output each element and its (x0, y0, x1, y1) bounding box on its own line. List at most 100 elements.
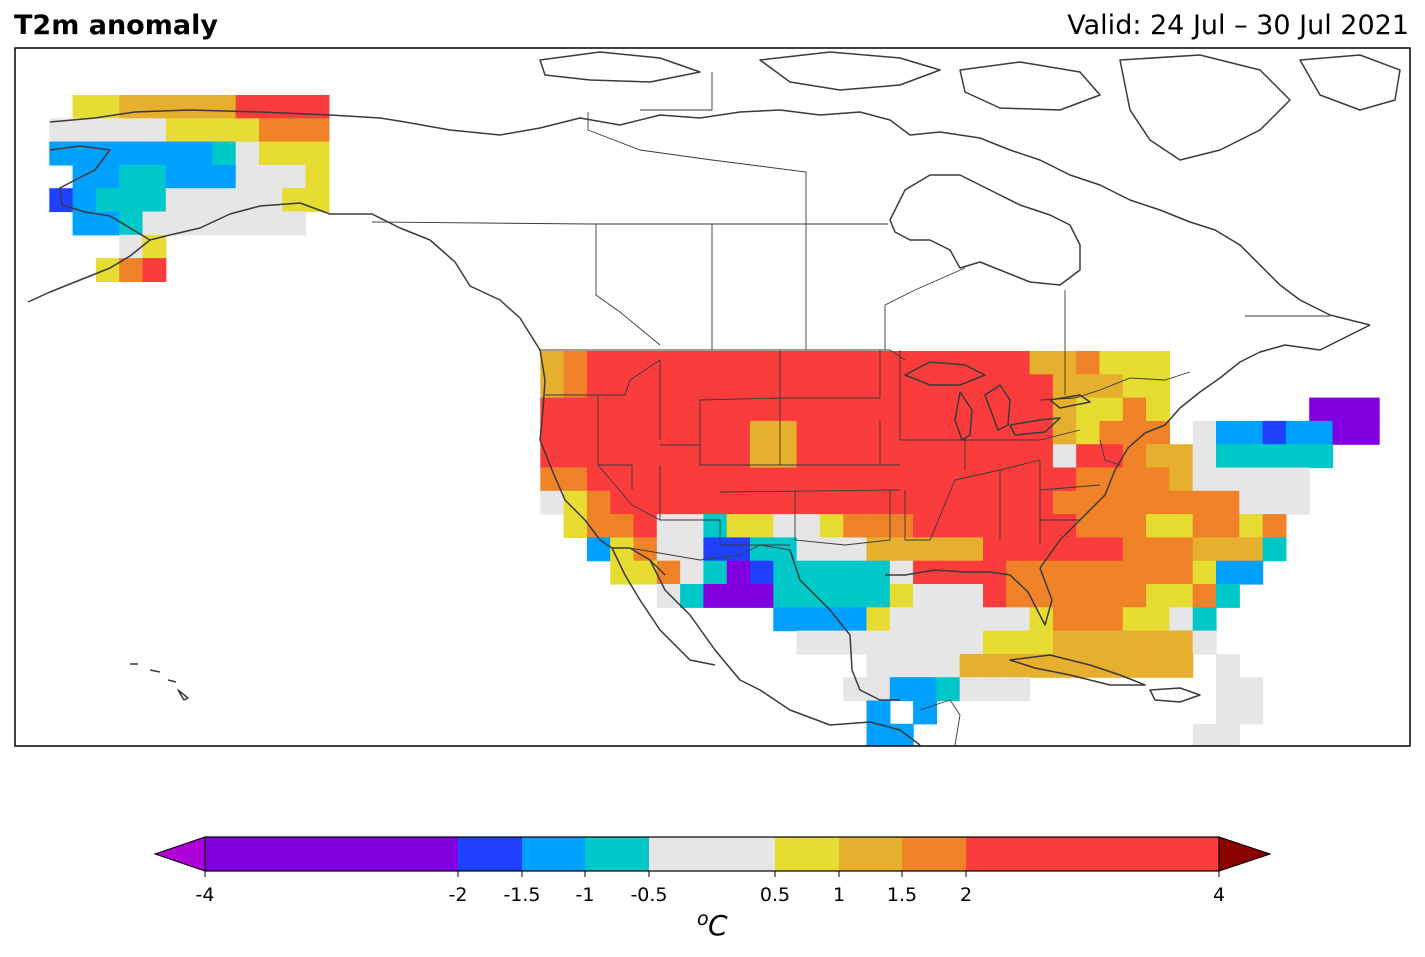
conus-grid-cell (796, 420, 821, 445)
conus-grid-cell (843, 444, 868, 469)
conus-grid-cell (633, 490, 658, 515)
conus-grid-cell (866, 514, 891, 538)
alaska-grid-cell (95, 258, 120, 282)
conus-grid-cell (1262, 537, 1287, 562)
conus-grid-cell (726, 514, 751, 538)
conus-grid-cell (1239, 700, 1264, 725)
alaska-grid-cell (165, 95, 190, 119)
coast-cuba (1009, 654, 1146, 686)
conus-grid-cell (1029, 397, 1054, 422)
conus-grid-cell (610, 444, 635, 469)
colorbar-tick-label: 0.5 (760, 884, 790, 906)
conus-grid-cell (913, 653, 937, 678)
conus-grid-cell (889, 630, 914, 655)
conus-grid-cell (703, 490, 728, 515)
alaska-grid-cell (165, 164, 190, 189)
conus-grid-cell (1146, 630, 1170, 655)
conus-grid-cell (1099, 630, 1124, 655)
conus-grid-cell (726, 351, 751, 375)
alaska-grid-cell (235, 164, 260, 189)
conus-grid-cell (983, 467, 1007, 492)
conus-grid-cell (983, 490, 1007, 515)
conus-grid-cell (773, 444, 798, 469)
conus-grid-cell (819, 607, 844, 632)
alaska-grid-cell (189, 141, 213, 166)
conus-grid-cell (1052, 607, 1077, 632)
conus-grid-cell (633, 444, 658, 469)
conus-grid-cell (540, 490, 565, 515)
coast-gulf (789, 549, 1053, 701)
conus-grid-cell (796, 560, 821, 585)
conus-grid-cell (610, 560, 635, 585)
conus-grid-cell (913, 351, 937, 375)
conus-grid-cell (866, 420, 891, 445)
conus-grid-cell (796, 467, 821, 492)
conus-grid-cell (1076, 630, 1101, 655)
conus-grid-cell (1169, 607, 1194, 632)
conus-grid-cell (936, 514, 961, 538)
conus-grid-cell (1216, 653, 1240, 678)
conus-grid-cell (1122, 351, 1147, 375)
conus-grid-cell (889, 653, 914, 678)
conus-grid-cell (1122, 467, 1147, 492)
conus-grid-cell (633, 514, 658, 538)
coast-arctic-islands (539, 51, 1401, 161)
colorbar-tick-label: -2 (449, 884, 468, 906)
conus-grid-cell (1052, 467, 1077, 492)
alaska-grid-cell (235, 118, 260, 143)
conus-grid-cell (703, 420, 728, 445)
conus-grid-cell (983, 420, 1007, 445)
conus-grid-cell (1146, 653, 1170, 678)
conus-grid-cell (1146, 560, 1170, 585)
alaska-grid-cell (95, 188, 120, 213)
conus-grid-cell (1029, 374, 1054, 399)
conus-grid-cell (1239, 467, 1264, 492)
conus-grid-cell (656, 467, 681, 492)
conus-grid-cell (796, 607, 821, 632)
conus-grid-cell (843, 677, 868, 702)
conus-grid-cell (773, 607, 798, 632)
conus-grid-cell (586, 420, 611, 445)
conus-grid-cell (819, 630, 844, 655)
conus-grid-cell (1169, 467, 1194, 492)
conus-grid-cell (586, 490, 611, 515)
conus-grid-cell (703, 514, 728, 538)
conus-grid-cell (913, 607, 937, 632)
conus-grid-cell (983, 537, 1007, 562)
conus-grid-cell (889, 677, 914, 702)
map-frame (14, 47, 1411, 747)
conus-grid-cell (703, 374, 728, 399)
conus-grid-cell (819, 537, 844, 562)
colorbar-bin (775, 837, 840, 871)
conus-grid-cell (1332, 420, 1357, 445)
conus-grid-cell (913, 420, 937, 445)
conus-grid-cell (889, 584, 914, 608)
conus-grid-cell (936, 560, 961, 585)
conus-grid-cell (819, 397, 844, 422)
conus-grid-cell (1076, 444, 1101, 469)
conus-grid-cell (1006, 537, 1031, 562)
conus-grid-cell (1052, 560, 1077, 585)
conus-grid-cell (889, 560, 914, 585)
colorbar-bin (522, 837, 586, 871)
conus-grid-cell (773, 584, 798, 608)
alaska-grid-cell (72, 188, 97, 213)
conus-grid-cell (563, 420, 588, 445)
conus-grid-cell (843, 420, 868, 445)
conus-grid-cell (563, 374, 588, 399)
conus-grid-cell (866, 653, 891, 678)
conus-grid-cell (1146, 490, 1170, 515)
alaska-grid-cell (119, 211, 144, 236)
conus-grid-cell (773, 374, 798, 399)
alaska-grid-cell (49, 141, 74, 166)
conus-grid-cell (726, 374, 751, 399)
conus-grid-cell (1006, 397, 1031, 422)
colorbar-tick-label: 2 (960, 884, 972, 906)
colorbar-tick-label: -1 (576, 884, 595, 906)
conus-grid-cell (1076, 467, 1101, 492)
conus-grid-cell (913, 677, 937, 702)
conus-grid-cell (936, 397, 961, 422)
conus-grid-cell (1216, 514, 1240, 538)
conus-grid-cell (889, 351, 914, 375)
conus-grid-cell (750, 420, 774, 445)
